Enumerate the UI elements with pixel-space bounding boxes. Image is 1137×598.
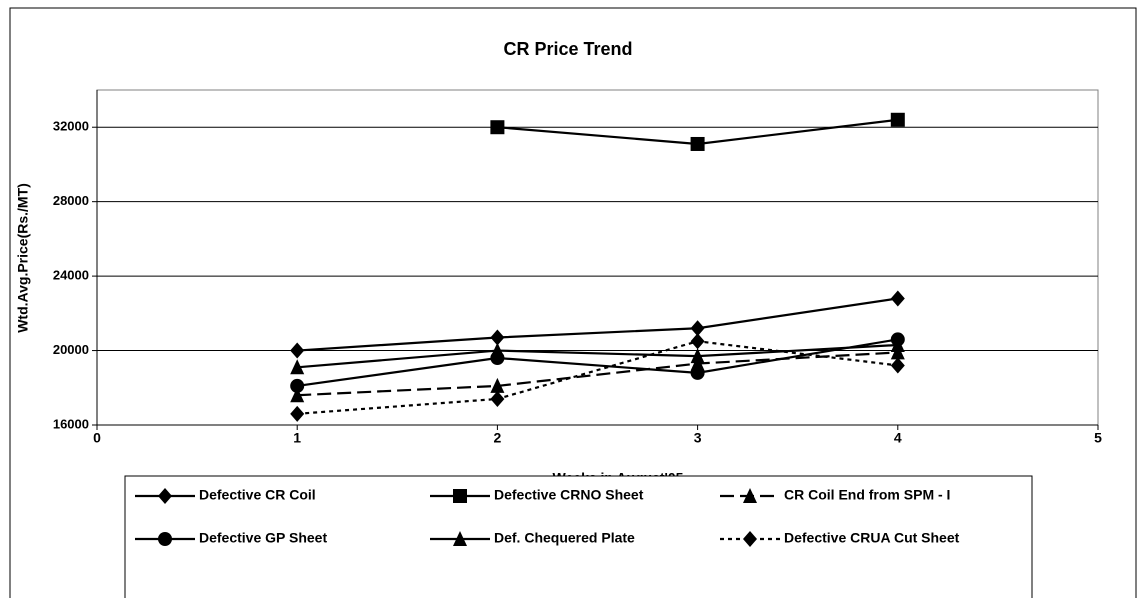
legend-label: Defective GP Sheet bbox=[199, 530, 327, 546]
marker bbox=[290, 342, 305, 359]
y-tick-label: 20000 bbox=[53, 342, 89, 357]
x-tick-label: 3 bbox=[694, 430, 702, 446]
y-tick-label: 24000 bbox=[53, 268, 89, 283]
y-tick-label: 16000 bbox=[53, 416, 89, 431]
x-tick-label: 0 bbox=[93, 430, 101, 446]
legend bbox=[124, 475, 1033, 598]
y-tick-label: 32000 bbox=[53, 119, 89, 134]
marker bbox=[690, 365, 705, 380]
marker bbox=[890, 336, 905, 352]
series-line bbox=[297, 297, 898, 352]
marker bbox=[690, 136, 705, 151]
legend-marker bbox=[743, 488, 757, 503]
legend-label: Defective CR Coil bbox=[199, 487, 316, 503]
marker bbox=[890, 290, 905, 307]
marker bbox=[890, 357, 905, 374]
marker bbox=[890, 112, 905, 127]
marker bbox=[490, 377, 505, 393]
legend-marker bbox=[743, 531, 757, 547]
series-line bbox=[297, 343, 898, 369]
legend-label: Defective CRNO Sheet bbox=[494, 487, 644, 503]
legend-label: Defective CRUA Cut Sheet bbox=[784, 530, 960, 546]
x-tick-label: 4 bbox=[894, 430, 902, 446]
marker bbox=[490, 120, 505, 135]
marker bbox=[690, 320, 705, 337]
marker bbox=[490, 329, 505, 346]
marker bbox=[290, 378, 305, 393]
marker bbox=[690, 333, 705, 350]
x-tick-label: 1 bbox=[293, 430, 301, 446]
legend-marker bbox=[453, 489, 467, 503]
marker bbox=[690, 348, 705, 364]
series-line bbox=[297, 338, 898, 388]
series-line bbox=[297, 340, 898, 415]
legend-marker bbox=[158, 488, 172, 504]
marker bbox=[490, 342, 505, 358]
marker bbox=[290, 405, 305, 422]
marker bbox=[290, 359, 305, 375]
x-tick-label: 5 bbox=[1094, 430, 1102, 446]
legend-label: CR Coil End from SPM - I bbox=[784, 487, 950, 503]
legend-marker bbox=[453, 531, 467, 546]
legend-label: Def. Chequered Plate bbox=[494, 530, 635, 546]
marker bbox=[290, 387, 305, 403]
x-tick-label: 2 bbox=[494, 430, 502, 446]
series-line bbox=[297, 351, 898, 397]
y-axis-label: Wtd.Avg.Price(Rs./MT) bbox=[15, 183, 31, 333]
chart-title: CR Price Trend bbox=[503, 39, 632, 59]
marker bbox=[490, 390, 505, 407]
legend-marker bbox=[158, 532, 172, 546]
y-tick-label: 28000 bbox=[53, 193, 89, 208]
